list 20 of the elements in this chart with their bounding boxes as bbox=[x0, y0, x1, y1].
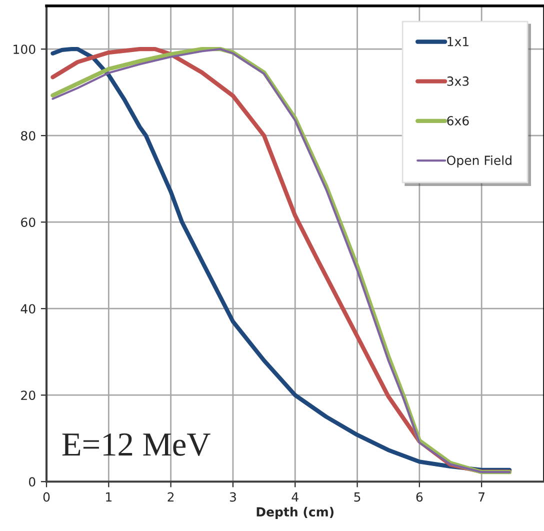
y-tick-label: 20 bbox=[21, 390, 36, 400]
x-tick-label: 0 bbox=[43, 492, 50, 502]
x-tick-label: 7 bbox=[478, 492, 484, 502]
x-tick-label: 5 bbox=[354, 492, 360, 502]
legend-label: Open Field bbox=[447, 155, 512, 168]
x-tick-label: 1 bbox=[106, 492, 112, 502]
x-axis-title: Depth (cm) bbox=[256, 506, 334, 520]
legend-label: 1x1 bbox=[448, 36, 468, 46]
y-tick-label: 100 bbox=[14, 44, 36, 54]
x-tick-label: 6 bbox=[416, 492, 423, 502]
annotation: E=12 MeV bbox=[62, 433, 210, 456]
x-tick-label: 4 bbox=[292, 492, 298, 502]
y-tick-label: 0 bbox=[28, 477, 36, 487]
y-tick-label: 80 bbox=[21, 131, 36, 141]
legend-label: 6x6 bbox=[447, 116, 469, 126]
legend-label: 3x3 bbox=[447, 76, 469, 86]
x-tick-label: 2 bbox=[168, 492, 174, 502]
x-tick-label: 3 bbox=[230, 492, 236, 502]
y-tick-label: 60 bbox=[21, 218, 36, 228]
y-tick-label: 40 bbox=[20, 304, 36, 314]
